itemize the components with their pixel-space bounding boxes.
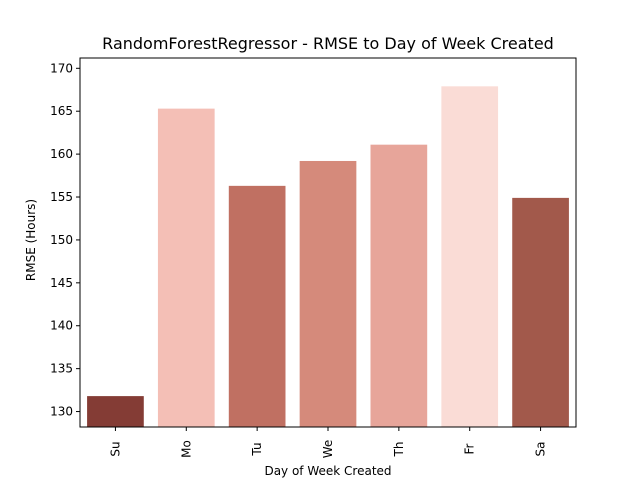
bar-tu — [228, 185, 286, 427]
bar-fr — [441, 86, 499, 427]
x-axis: Su Mo Tu We Th Fr Sa — [108, 427, 548, 459]
y-tick-label: 170 — [50, 61, 73, 75]
x-tick-label: We — [321, 440, 335, 459]
x-tick-label: Sa — [534, 442, 548, 457]
bar-mo — [157, 108, 215, 427]
x-tick-label: Tu — [250, 442, 264, 456]
x-tick-label: Th — [392, 442, 406, 458]
y-tick-label: 135 — [50, 362, 73, 376]
bar-we — [299, 160, 357, 428]
y-tick-label: 165 — [50, 104, 73, 118]
y-tick-label: 145 — [50, 276, 73, 290]
y-tick-label: 155 — [50, 190, 73, 204]
x-tick-label: Mo — [179, 440, 193, 458]
y-tick-label: 150 — [50, 233, 73, 247]
y-tick-label: 160 — [50, 147, 73, 161]
y-axis: 130 135 140 145 150 155 160 165 170 — [50, 61, 80, 419]
y-axis-label: RMSE (Hours) — [24, 199, 38, 281]
x-axis-label: Day of Week Created — [264, 464, 391, 478]
y-tick-label: 130 — [50, 405, 73, 419]
y-tick-label: 140 — [50, 319, 73, 333]
bar-sa — [512, 197, 569, 427]
x-tick-label: Su — [108, 441, 122, 456]
bar-su — [87, 396, 144, 427]
x-tick-label: Fr — [463, 443, 477, 454]
bar-th — [370, 144, 428, 428]
plot-area — [79, 57, 577, 428]
chart-title: RandomForestRegressor - RMSE to Day of W… — [102, 34, 554, 53]
